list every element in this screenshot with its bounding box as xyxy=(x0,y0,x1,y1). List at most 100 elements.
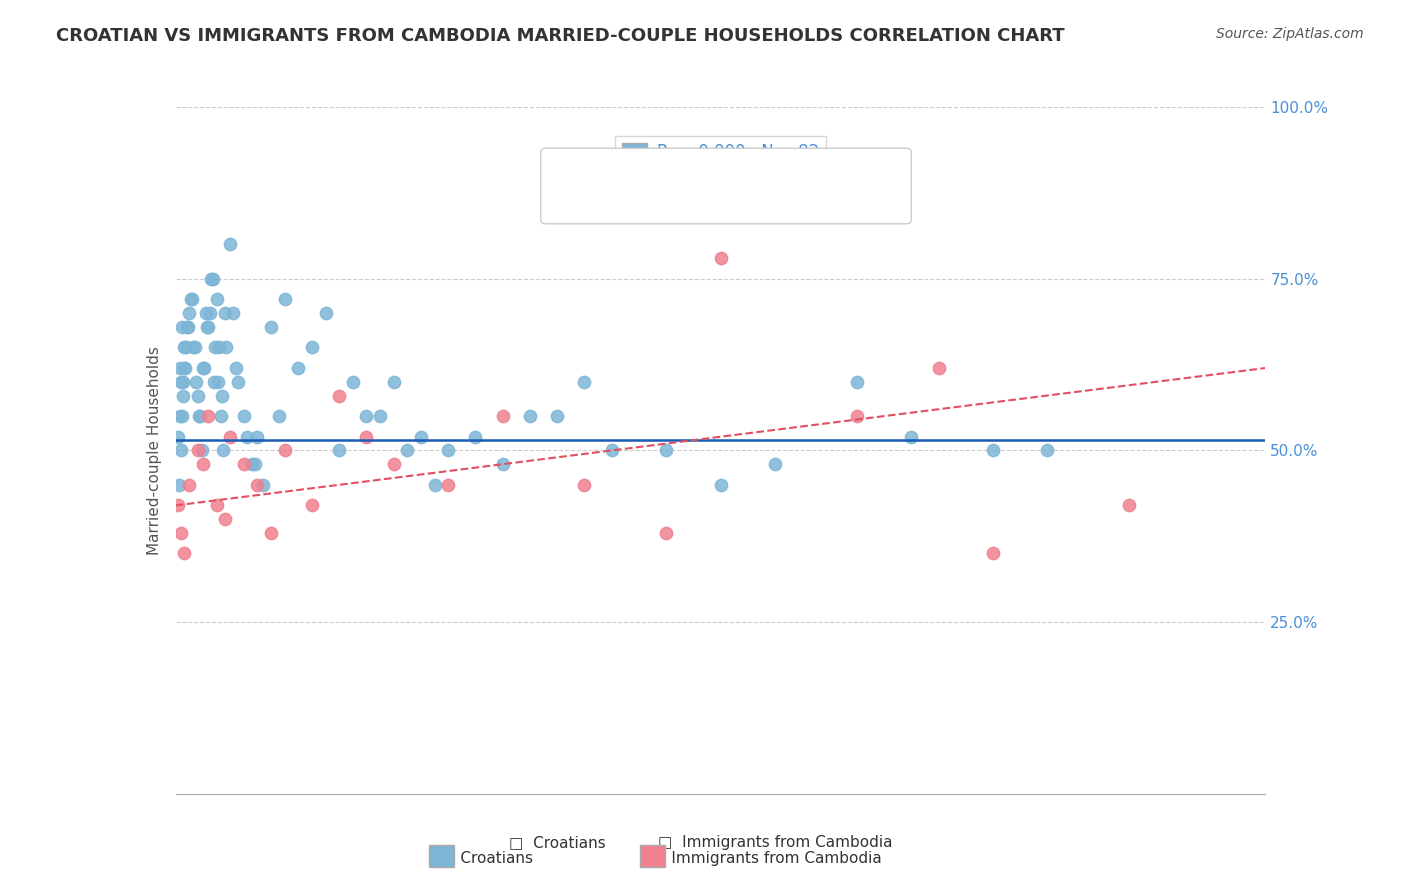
Point xyxy=(232,457,254,471)
Point xyxy=(845,375,868,389)
Point xyxy=(222,306,245,320)
Point xyxy=(243,457,266,471)
Point xyxy=(188,409,211,424)
Point xyxy=(1118,499,1140,513)
Point xyxy=(269,409,291,424)
Point xyxy=(181,293,204,307)
FancyBboxPatch shape xyxy=(541,148,911,224)
Point xyxy=(328,443,350,458)
Point xyxy=(198,306,221,320)
Point xyxy=(208,340,231,354)
Point xyxy=(928,361,950,376)
Point xyxy=(205,499,228,513)
Point xyxy=(173,546,195,561)
Point xyxy=(212,443,235,458)
Point xyxy=(246,478,269,492)
Point xyxy=(191,457,214,471)
Point xyxy=(184,340,207,354)
Point xyxy=(190,443,212,458)
Point xyxy=(167,499,190,513)
Point xyxy=(167,430,190,444)
Point xyxy=(900,430,922,444)
Text: CROATIAN VS IMMIGRANTS FROM CAMBODIA MARRIED-COUPLE HOUSEHOLDS CORRELATION CHART: CROATIAN VS IMMIGRANTS FROM CAMBODIA MAR… xyxy=(56,27,1064,45)
Point xyxy=(197,409,219,424)
Point xyxy=(200,271,222,285)
Point xyxy=(214,306,236,320)
Text: □  Croatians: □ Croatians xyxy=(509,835,606,850)
Point xyxy=(186,388,209,402)
Point xyxy=(169,409,191,424)
Point xyxy=(342,375,364,389)
Point xyxy=(301,499,323,513)
Point xyxy=(169,361,191,376)
Point xyxy=(201,271,224,285)
Point xyxy=(409,430,432,444)
Point xyxy=(174,340,197,354)
Text: Immigrants from Cambodia: Immigrants from Cambodia xyxy=(647,851,882,865)
Point xyxy=(219,430,242,444)
Point xyxy=(301,340,323,354)
Point xyxy=(170,375,193,389)
Text: Source: ZipAtlas.com: Source: ZipAtlas.com xyxy=(1216,27,1364,41)
Point xyxy=(170,525,193,540)
Point xyxy=(180,293,202,307)
Point xyxy=(655,443,678,458)
Point xyxy=(845,409,868,424)
Point xyxy=(252,478,274,492)
Point xyxy=(546,409,568,424)
Point xyxy=(382,375,405,389)
Point xyxy=(193,361,215,376)
Point xyxy=(183,340,205,354)
Point xyxy=(167,478,190,492)
Point xyxy=(235,430,257,444)
Point xyxy=(176,319,198,334)
Point xyxy=(492,457,515,471)
Point xyxy=(356,430,378,444)
Point xyxy=(356,409,378,424)
Point xyxy=(219,237,242,252)
Point xyxy=(228,375,250,389)
Point xyxy=(423,478,446,492)
Point xyxy=(519,409,541,424)
Point xyxy=(328,388,350,402)
Point xyxy=(232,409,254,424)
Point xyxy=(194,306,217,320)
Point xyxy=(197,319,219,334)
Point xyxy=(246,430,269,444)
Point xyxy=(172,388,194,402)
Point xyxy=(574,478,596,492)
Text: Croatians: Croatians xyxy=(436,851,533,865)
Point xyxy=(207,375,229,389)
Point xyxy=(574,375,596,389)
Point xyxy=(209,409,232,424)
Point xyxy=(464,430,486,444)
Point xyxy=(763,457,786,471)
Point xyxy=(382,457,405,471)
Point xyxy=(1036,443,1059,458)
Text: □  Immigrants from Cambodia: □ Immigrants from Cambodia xyxy=(658,835,893,850)
Point xyxy=(169,443,191,458)
Point xyxy=(368,409,391,424)
Point xyxy=(179,478,201,492)
Point xyxy=(195,319,218,334)
Point xyxy=(211,388,233,402)
Point xyxy=(170,409,193,424)
Point xyxy=(274,293,297,307)
Point xyxy=(240,457,263,471)
Point xyxy=(186,375,208,389)
Point xyxy=(437,443,460,458)
Point xyxy=(172,375,194,389)
Point xyxy=(187,409,209,424)
Point xyxy=(710,478,733,492)
Point xyxy=(225,361,247,376)
Point xyxy=(600,443,623,458)
Point xyxy=(173,340,195,354)
Point xyxy=(173,361,195,376)
Point xyxy=(260,319,283,334)
Point xyxy=(710,251,733,265)
Point xyxy=(186,443,209,458)
Point xyxy=(260,525,283,540)
Point xyxy=(655,525,678,540)
Point xyxy=(274,443,297,458)
Point xyxy=(205,293,228,307)
